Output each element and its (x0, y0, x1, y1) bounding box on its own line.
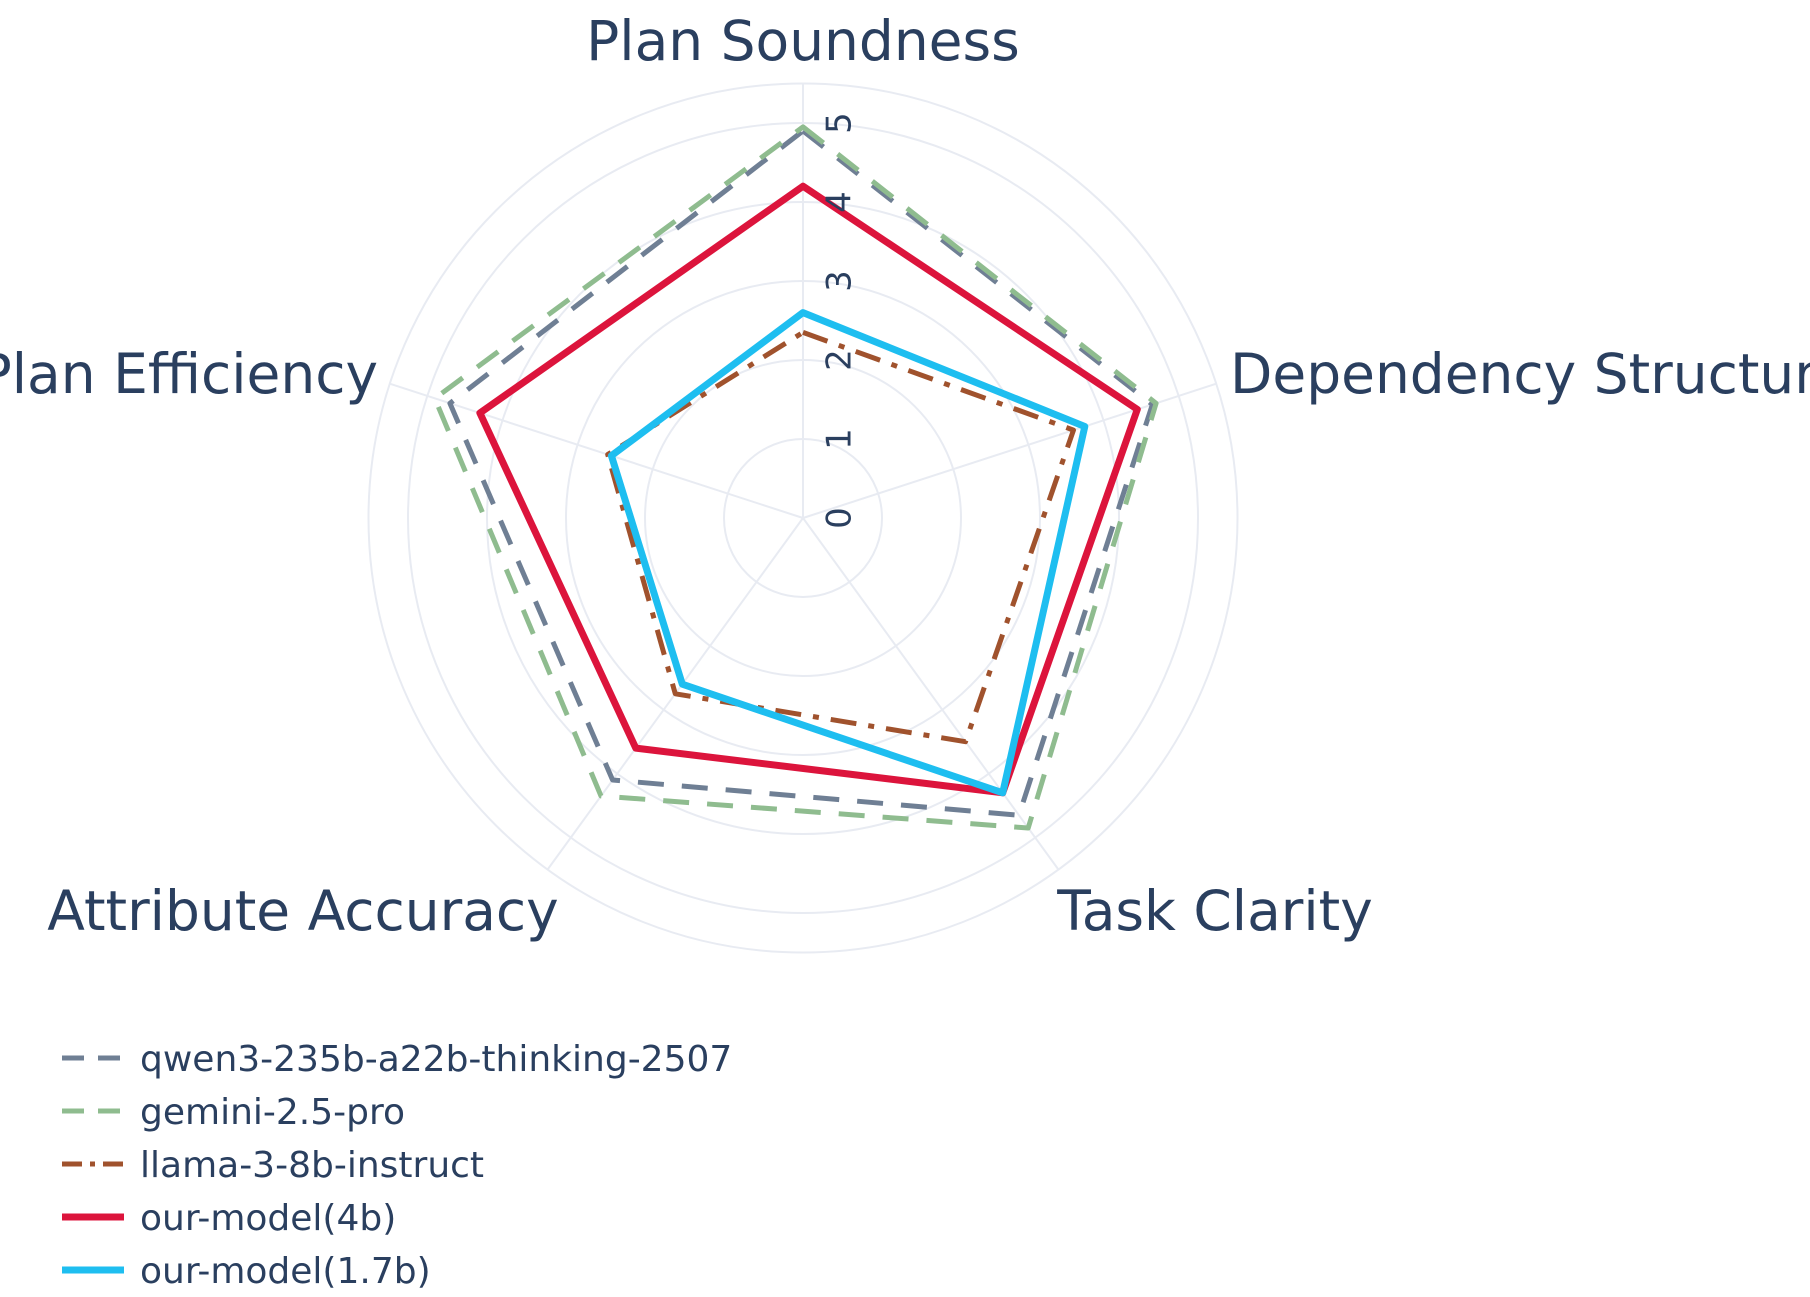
grid-spoke (802, 382, 1217, 519)
radial-tick-label: 1 (820, 428, 860, 450)
series-line (447, 128, 1155, 818)
radial-tick-label: 5 (820, 112, 860, 134)
radial-tick-label: 2 (820, 349, 860, 371)
series-line (476, 182, 1141, 797)
legend-item-label: gemini-2.5-pro (140, 1092, 405, 1133)
series-line (432, 124, 1159, 831)
radial-tick-label: 0 (820, 507, 860, 529)
series-line (607, 309, 1089, 797)
legend-item-label: our-model(4b) (140, 1198, 396, 1239)
axis-labels: Plan Soundness Dependency Structure Task C… (0, 9, 1810, 943)
axis-label: Plan Soundness (586, 9, 1020, 73)
legend: qwen3-235b-a22b-thinking-2507 gemini-2.5-… (62, 1039, 732, 1292)
legend-item-label: our-model(1.7b) (140, 1251, 431, 1292)
axis-label: Attribute Accuracy (47, 879, 558, 943)
radial-tick-label: 3 (820, 270, 860, 292)
radial-tick-labels: 0 1 2 3 4 5 (820, 112, 860, 529)
legend-item-label: qwen3-235b-a22b-thinking-2507 (140, 1039, 732, 1080)
axis-label: Plan Efficiency (0, 342, 378, 406)
radar-series (432, 124, 1159, 831)
grid-spoke (389, 382, 804, 519)
legend-item-label: llama-3-8b-instruct (140, 1145, 484, 1186)
axis-label: Task Clarity (1056, 879, 1373, 943)
radar-grid (367, 82, 1239, 954)
axis-label: Dependency Structure (1230, 342, 1810, 406)
grid-spoke (802, 517, 1060, 871)
radial-tick-label: 4 (820, 191, 860, 213)
